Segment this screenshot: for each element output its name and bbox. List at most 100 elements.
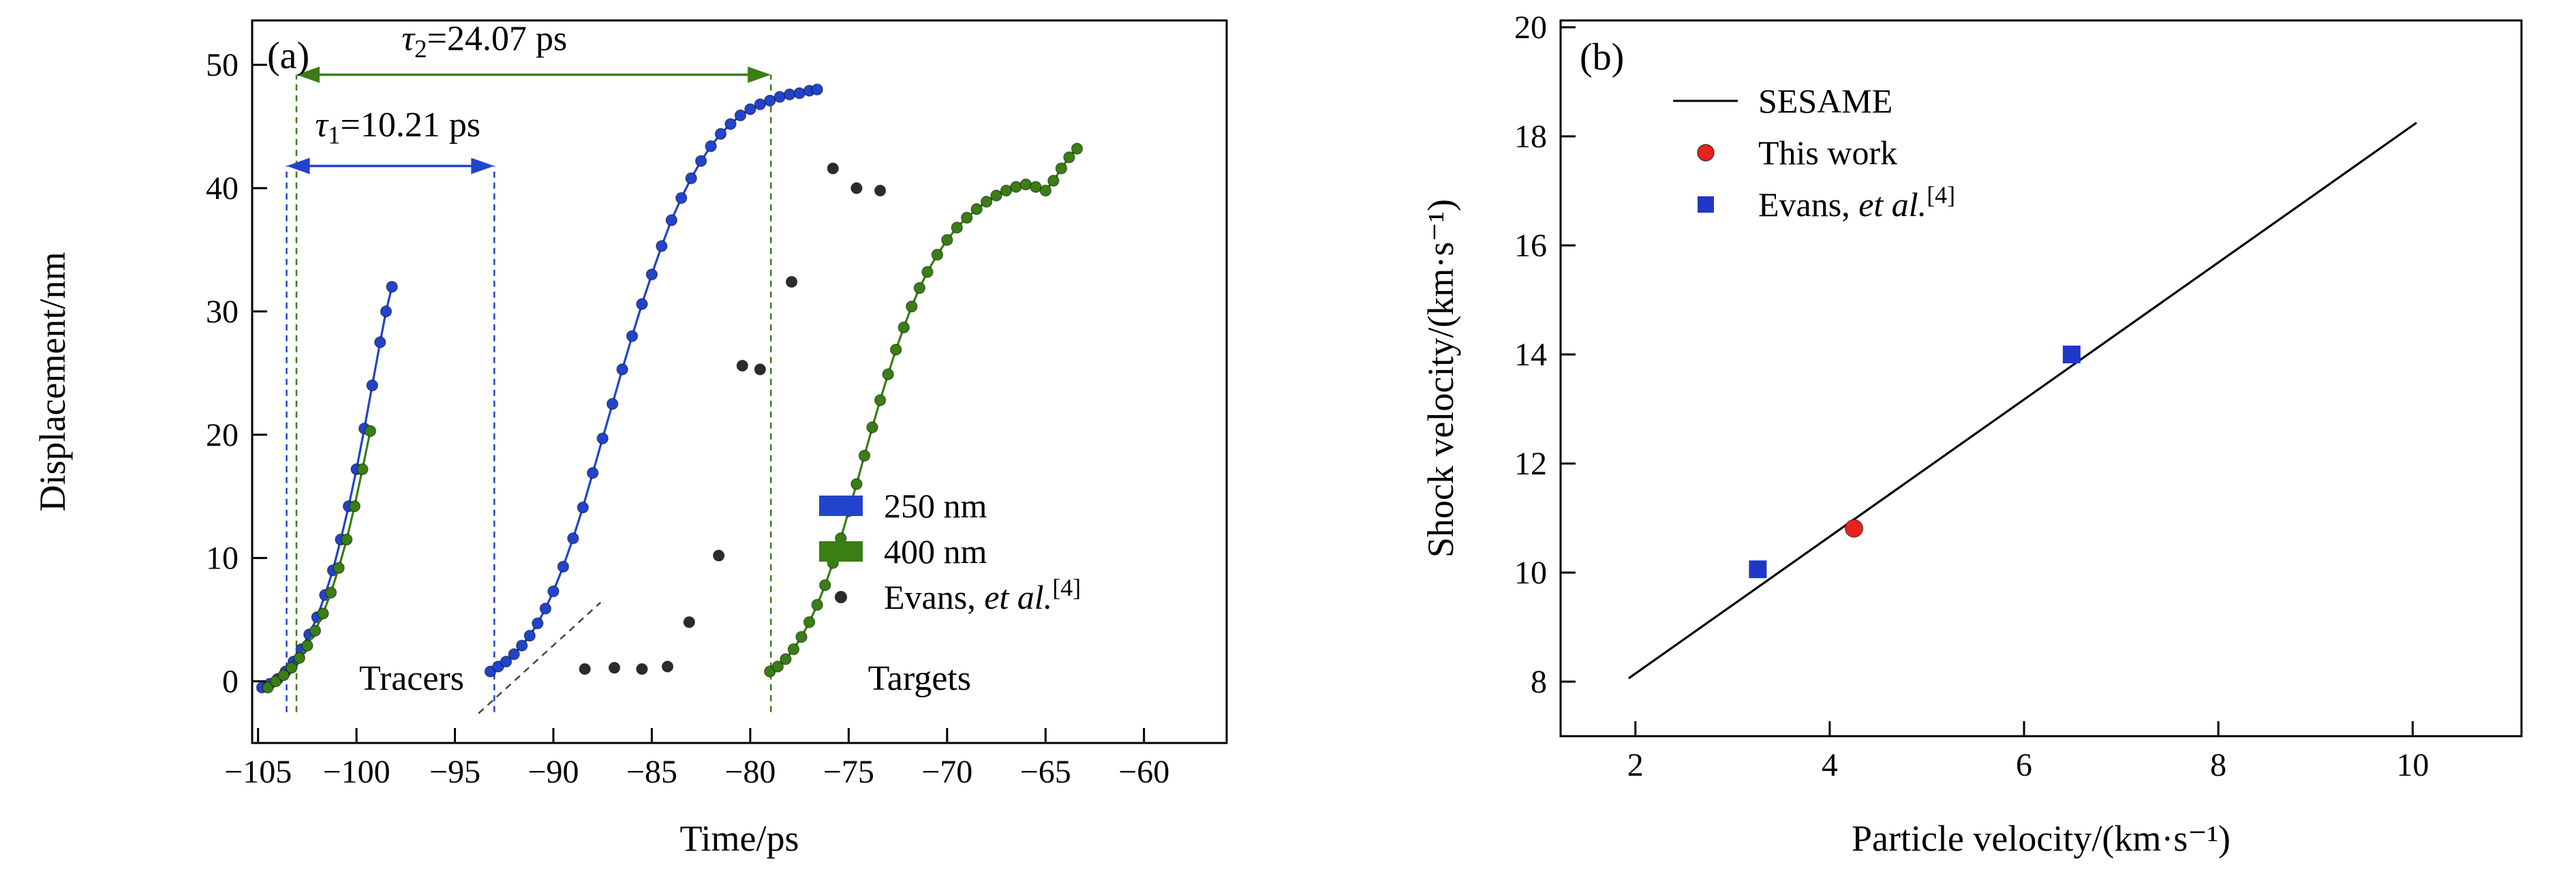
data-point [858, 449, 871, 462]
arrow-head-icon [296, 66, 320, 83]
legend-marker-icon [835, 591, 847, 603]
data-point [587, 467, 599, 479]
data-point [636, 663, 648, 676]
annotation-label: τ2=24.07 ps [402, 19, 568, 63]
data-point [827, 162, 839, 175]
x-tick-label: −75 [823, 754, 874, 790]
data-point [309, 624, 322, 637]
y-tick-label: 40 [206, 170, 239, 207]
data-point [380, 305, 393, 318]
data-point [1039, 184, 1052, 197]
x-tick-label: −65 [1020, 754, 1071, 790]
data-point [734, 109, 747, 122]
panel-b: 2 4 6 8 10 8 10 12 14 16 18 20 SESAME This work Evans,… [1420, 10, 2523, 859]
data-point [301, 639, 313, 652]
x-tick-label: −80 [724, 754, 776, 790]
data-point [333, 562, 345, 574]
arrow-head-icon [471, 157, 495, 175]
plot-frame [251, 19, 1228, 744]
data-point [508, 648, 520, 661]
data-point [286, 661, 298, 674]
data-point [340, 533, 353, 546]
data-point [523, 629, 536, 642]
data-point [557, 560, 570, 573]
data-point [736, 359, 749, 372]
data-point [754, 98, 767, 110]
y-tick-label: 8 [1531, 664, 1547, 700]
data-point [921, 266, 934, 278]
data-point [1019, 178, 1032, 191]
y-tick-label: 20 [1514, 10, 1547, 46]
data-point [374, 336, 386, 348]
x-tick-label: 6 [2016, 747, 2032, 783]
data-point [1844, 519, 1864, 538]
series-line [489, 88, 818, 673]
data-point [1055, 162, 1068, 175]
x-tick-label: 2 [1627, 747, 1644, 783]
data-point [980, 196, 993, 208]
data-point [683, 616, 696, 628]
x-tick-label: −70 [921, 754, 972, 790]
legend-swatch [819, 496, 863, 516]
data-point [484, 665, 497, 678]
data-point [811, 598, 823, 611]
x-tick-label: 4 [1822, 747, 1838, 783]
data-point [941, 234, 953, 246]
x-tick-label: −60 [1118, 754, 1169, 790]
x-tick-label: −105 [224, 754, 292, 790]
data-point [780, 653, 792, 665]
data-point [951, 222, 963, 234]
data-point [608, 661, 621, 674]
x-tick-label: −95 [429, 754, 480, 790]
data-point [293, 652, 306, 664]
data-point [913, 282, 926, 294]
data-point [366, 379, 378, 392]
dashed-segment [478, 601, 602, 714]
data-point [324, 586, 337, 599]
y-tick-label: 18 [1514, 119, 1547, 155]
data-point [714, 127, 727, 140]
y-tick-label: 0 [222, 664, 239, 700]
legend-label: This work [1758, 134, 1897, 172]
data-point [795, 631, 808, 643]
data-point [665, 214, 678, 226]
data-point [626, 330, 639, 342]
annotation-label: τ1=10.21 ps [315, 106, 480, 149]
x-tick-label: 8 [2210, 747, 2226, 783]
legend-marker-icon [1698, 196, 1714, 213]
data-point [269, 675, 282, 688]
data-point [356, 463, 369, 476]
data-point [705, 140, 717, 153]
data-point [1749, 560, 1767, 579]
y-tick-label: 12 [1514, 446, 1547, 482]
data-point [793, 87, 806, 100]
data-point [712, 549, 725, 562]
data-point [579, 663, 591, 676]
series-line [1627, 121, 2417, 680]
legend-marker-icon [1697, 144, 1715, 162]
data-point [889, 344, 902, 356]
x-tick-label: 10 [2396, 747, 2429, 783]
data-point [787, 643, 800, 656]
data-point [764, 665, 776, 678]
plot-frame [1559, 19, 2523, 738]
y-axis-label: Displacement/nm [32, 252, 73, 512]
legend-label: Evans, et al.[4] [884, 574, 1081, 616]
data-point [685, 172, 697, 185]
data-point [492, 661, 504, 673]
series-line [261, 286, 393, 689]
x-tick-label: −100 [323, 754, 390, 790]
y-tick-label: 14 [1514, 337, 1547, 373]
x-tick-label: −90 [527, 754, 579, 790]
data-point [850, 182, 863, 194]
data-point [596, 432, 609, 444]
legend-label: 250 nm [884, 487, 987, 525]
data-point [990, 189, 1002, 202]
data-point [906, 300, 918, 313]
data-point [661, 661, 674, 673]
x-axis-label: Particle velocity/(km·s⁻¹) [1852, 818, 2230, 859]
legend-label: Evans, et al.[4] [1758, 181, 1955, 224]
legend-swatch [819, 541, 863, 562]
data-point [866, 421, 878, 434]
data-point [931, 248, 944, 261]
